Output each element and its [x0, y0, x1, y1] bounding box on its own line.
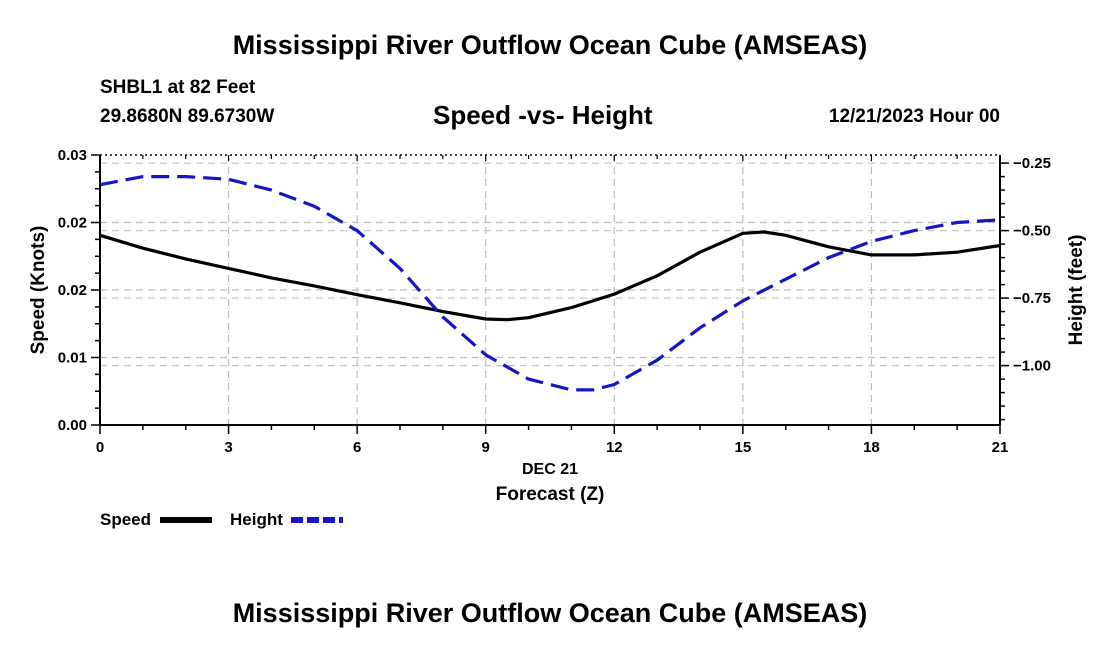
chart-title: Speed -vs- Height [433, 100, 653, 130]
y2-tick-label: −1.00 [1013, 358, 1051, 375]
y2-axis-title: Height (feet) [1066, 235, 1087, 346]
y-tick-label: 0.03 [58, 147, 87, 164]
y2-tick-label: −0.50 [1013, 223, 1051, 240]
coordinates-label: 29.8680N 89.6730W [100, 106, 275, 127]
x-tick-label: 0 [96, 439, 104, 456]
x-tick-label: 15 [735, 439, 752, 456]
footer-title: Mississippi River Outflow Ocean Cube (AM… [232, 598, 868, 628]
main-title: Mississippi River Outflow Ocean Cube (AM… [232, 30, 868, 60]
series-line-height [99, 175, 1001, 392]
axis-labels: DEC 21 Forecast (Z) Speed (Knots) Height… [28, 226, 1087, 505]
x-axis-title: Forecast (Z) [496, 484, 605, 505]
x-tick-label: 9 [482, 439, 490, 456]
legend-label-speed: Speed [100, 510, 151, 529]
x-tick-label: 12 [606, 439, 623, 456]
x-tick-label: 6 [353, 439, 361, 456]
station-label: SHBL1 at 82 Feet [100, 77, 256, 98]
series-line-speed [99, 230, 1001, 322]
axes: 0 3 6 9 12 15 18 21 0.00 0.01 0.02 0.02 0.03 −1.00 −0.… [58, 147, 1051, 456]
grid [100, 155, 1000, 425]
legend: Speed Height [100, 510, 343, 529]
y2-tick-label: −0.25 [1013, 155, 1051, 172]
x-tick-label: 3 [224, 439, 232, 456]
y2-tick-label: −0.75 [1013, 290, 1051, 307]
y-tick-label: 0.01 [58, 350, 87, 367]
y-axis-title: Speed (Knots) [28, 226, 49, 355]
series-layer [99, 175, 1001, 392]
x-tick-label: 21 [992, 439, 1009, 456]
y-tick-label: 0.02 [58, 215, 87, 232]
y-tick-label: 0.02 [58, 282, 87, 299]
x-tick-label: 18 [863, 439, 880, 456]
y-tick-label: 0.00 [58, 417, 87, 434]
date-label: 12/21/2023 Hour 00 [828, 106, 1000, 127]
legend-label-height: Height [230, 510, 283, 529]
x-axis-date-label: DEC 21 [522, 461, 578, 478]
